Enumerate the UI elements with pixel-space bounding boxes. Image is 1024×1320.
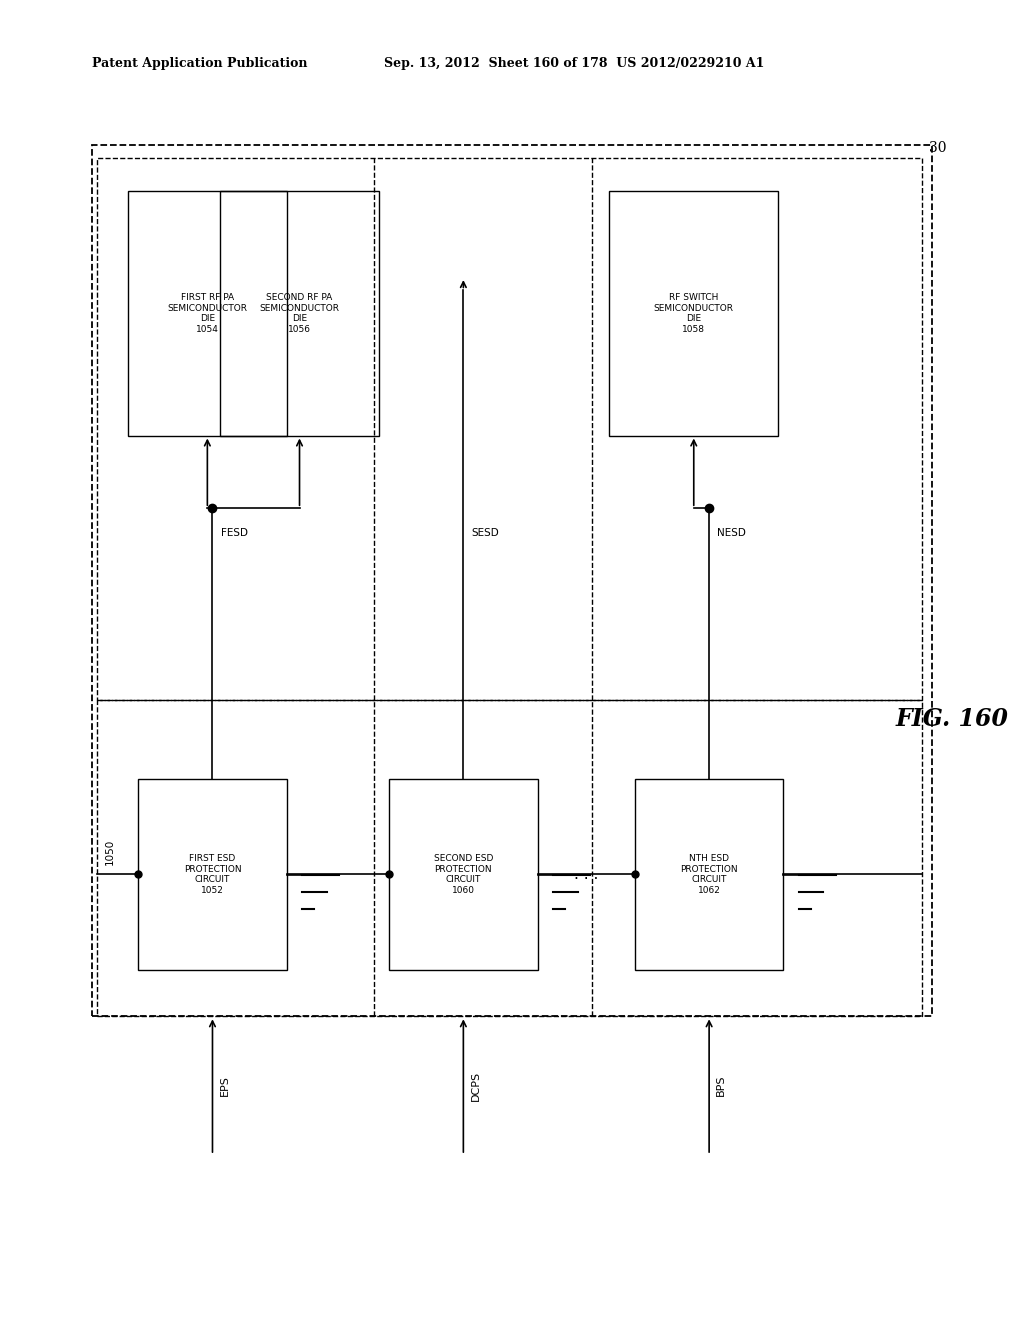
Text: SESD: SESD — [471, 528, 500, 539]
Text: Patent Application Publication: Patent Application Publication — [92, 57, 307, 70]
Bar — [635, 779, 783, 970]
Text: RF SWITCH
SEMICONDUCTOR
DIE
1058: RF SWITCH SEMICONDUCTOR DIE 1058 — [653, 293, 734, 334]
Text: FIRST ESD
PROTECTION
CIRCUIT
1052: FIRST ESD PROTECTION CIRCUIT 1052 — [183, 854, 242, 895]
Bar — [97, 700, 922, 1016]
Text: EPS: EPS — [220, 1076, 229, 1096]
Bar — [128, 191, 287, 436]
Bar — [389, 779, 538, 970]
Text: DCPS: DCPS — [471, 1071, 480, 1101]
Bar — [138, 779, 287, 970]
Bar — [97, 158, 922, 700]
Bar — [92, 145, 932, 1016]
Text: BPS: BPS — [717, 1074, 726, 1097]
Bar — [609, 191, 778, 436]
Text: SECOND ESD
PROTECTION
CIRCUIT
1060: SECOND ESD PROTECTION CIRCUIT 1060 — [434, 854, 493, 895]
Text: SECOND RF PA
SEMICONDUCTOR
DIE
1056: SECOND RF PA SEMICONDUCTOR DIE 1056 — [259, 293, 340, 334]
Bar — [220, 191, 379, 436]
Text: NTH ESD
PROTECTION
CIRCUIT
1062: NTH ESD PROTECTION CIRCUIT 1062 — [680, 854, 738, 895]
Text: NESD: NESD — [717, 528, 746, 539]
Text: . . .: . . . — [574, 867, 598, 882]
Text: FIRST RF PA
SEMICONDUCTOR
DIE
1054: FIRST RF PA SEMICONDUCTOR DIE 1054 — [167, 293, 248, 334]
Text: FIG. 160: FIG. 160 — [896, 708, 1009, 731]
Text: Sep. 13, 2012  Sheet 160 of 178  US 2012/0229210 A1: Sep. 13, 2012 Sheet 160 of 178 US 2012/0… — [384, 57, 764, 70]
Text: 1050: 1050 — [104, 838, 115, 865]
Text: 30: 30 — [929, 141, 946, 156]
Text: FESD: FESD — [221, 528, 248, 539]
